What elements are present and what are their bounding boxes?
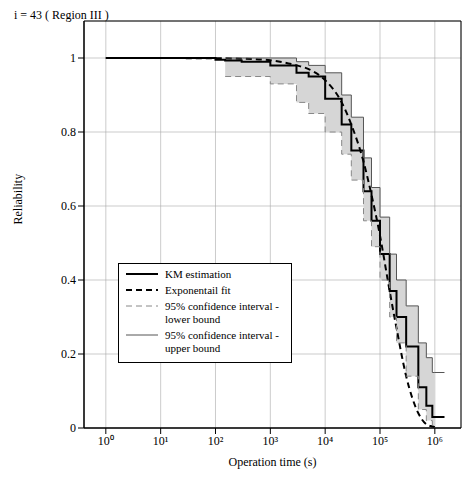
svg-text:0.4: 0.4 xyxy=(61,273,76,287)
html-text:i = 43 ( Region III ): i = 43 ( Region III ) xyxy=(14,8,109,22)
svg-text:1: 1 xyxy=(70,51,76,65)
svg-text:0: 0 xyxy=(70,421,76,435)
svg-text:Operation time (s): Operation time (s) xyxy=(229,455,317,469)
svg-text:10³: 10³ xyxy=(263,434,279,448)
svg-text:10²: 10² xyxy=(208,434,224,448)
svg-text:10¹: 10¹ xyxy=(153,434,169,448)
html-text:Exponentail fit: Exponentail fit xyxy=(165,284,231,296)
svg-text:10⁰: 10⁰ xyxy=(98,434,114,448)
svg-text:Reliability: Reliability xyxy=(11,174,25,225)
svg-text:0.6: 0.6 xyxy=(61,199,76,213)
svg-text:10⁵: 10⁵ xyxy=(372,434,388,448)
svg-text:0.2: 0.2 xyxy=(61,347,76,361)
html-text:KM estimation: KM estimation xyxy=(165,268,232,280)
svg-text:10⁶: 10⁶ xyxy=(427,434,443,448)
svg-text:0.8: 0.8 xyxy=(61,125,76,139)
html-text:95% confidence interval - lowe: 95% confidence interval - lower bound xyxy=(165,300,279,325)
html-text:95% confidence interval - uppe: 95% confidence interval - upper bound xyxy=(165,329,279,354)
svg-text:10⁴: 10⁴ xyxy=(317,434,333,448)
